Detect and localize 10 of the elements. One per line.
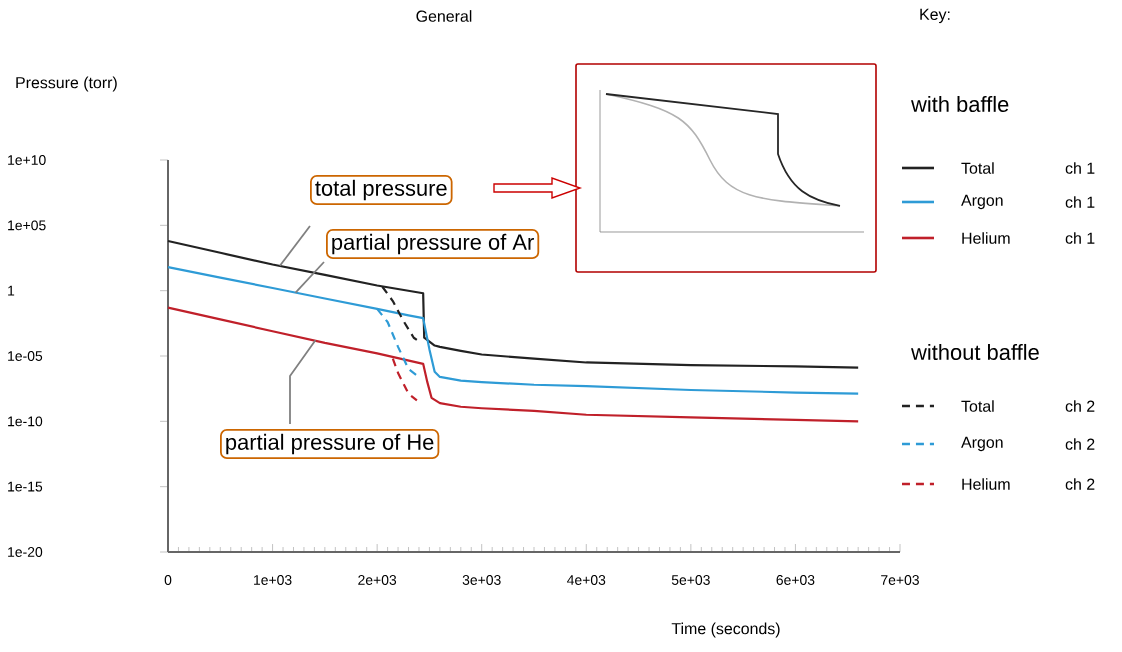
text: without baffle [911,343,1039,361]
line-series [376,307,421,379]
line-series [391,357,418,402]
annotation: total pressure [315,179,447,201]
line-series [166,306,860,423]
line-series [381,285,423,345]
annotation: partial pressure of He [226,433,434,455]
text: with baffle [911,95,1009,113]
line-series [166,266,860,395]
annotation: partial pressure of Ar [332,233,534,255]
